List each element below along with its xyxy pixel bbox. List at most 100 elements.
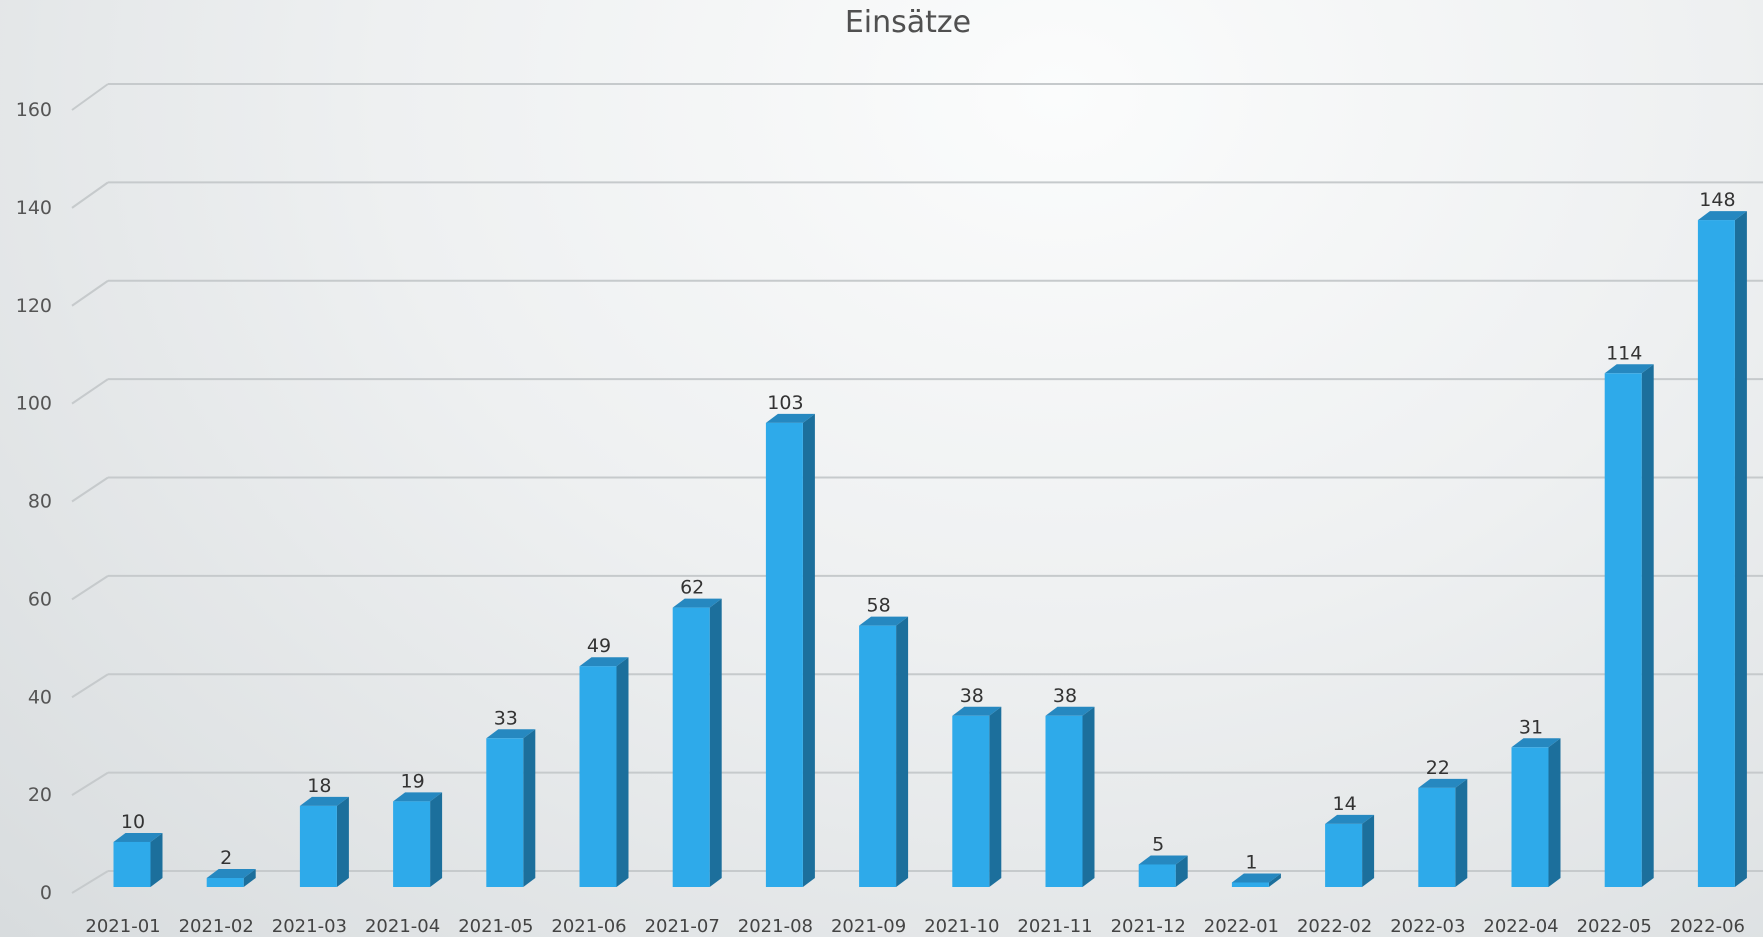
bar-side: [336, 796, 349, 887]
gridline-depth: [71, 279, 109, 307]
bar-front: [952, 715, 990, 887]
bar: [486, 729, 536, 887]
x-tick-label: 2021-05: [458, 916, 533, 937]
bar-front: [299, 805, 337, 887]
gridline-depth: [71, 575, 109, 601]
bar: [206, 868, 256, 887]
bar-side: [1082, 706, 1095, 887]
x-axis-categories: 2021-01 2021-02 2021-03 2021-04 2021-05 2021-…: [85, 916, 1745, 937]
bar-top: [859, 616, 909, 626]
x-tick-label: 2021-04: [365, 916, 440, 937]
y-tick-label: 60: [28, 588, 52, 610]
bar-front: [765, 422, 803, 887]
x-tick-label: 2022-01: [1204, 916, 1279, 937]
bar: [672, 598, 722, 887]
bar-front: [859, 625, 897, 887]
x-tick-label: 2022-06: [1670, 916, 1745, 937]
y-tick-label: 160: [16, 99, 52, 121]
gridline-depth: [71, 83, 109, 111]
bar-front: [113, 841, 151, 887]
x-tick-label: 2021-09: [831, 916, 906, 937]
bar-side: [989, 706, 1002, 887]
bar: [1511, 738, 1561, 887]
x-tick-label: 2022-05: [1577, 916, 1652, 937]
bar-top: [1138, 855, 1188, 865]
bar: [1325, 814, 1375, 887]
bar-top: [299, 796, 349, 806]
data-label: 38: [960, 685, 984, 707]
y-tick-label: 140: [16, 197, 52, 219]
bar-side: [1641, 364, 1654, 888]
x-tick-label: 2021-08: [738, 916, 813, 937]
bar: [1418, 778, 1468, 887]
x-tick-label: 2021-06: [551, 916, 626, 937]
bar-side: [1734, 211, 1747, 887]
data-label: 49: [587, 635, 611, 657]
bar-top: [486, 729, 536, 739]
data-label: 19: [401, 770, 425, 792]
bar-front: [1604, 373, 1642, 888]
bar-side: [150, 832, 163, 887]
bar-top: [206, 868, 256, 878]
bar-front: [393, 801, 431, 887]
data-label: 38: [1053, 685, 1077, 707]
bar-top: [113, 832, 163, 842]
bar-side: [1175, 855, 1188, 887]
bars: [113, 211, 1747, 888]
bar-top: [1604, 364, 1654, 374]
bar-side: [616, 657, 629, 887]
bar-side: [1548, 738, 1561, 887]
data-label: 22: [1426, 757, 1450, 779]
bar-front: [1045, 715, 1083, 887]
bar: [1045, 706, 1095, 887]
bar-side: [1362, 814, 1375, 887]
data-label: 18: [307, 775, 331, 797]
gridline-depth: [71, 181, 109, 209]
bar-front: [206, 877, 244, 887]
bar-top: [1511, 738, 1561, 748]
y-tick-label: 40: [28, 686, 52, 708]
bar-front: [1325, 823, 1363, 887]
bar-top: [1418, 778, 1468, 788]
bar: [1138, 855, 1188, 887]
gridline-depth: [71, 870, 109, 894]
bar-front: [672, 607, 710, 887]
bar-top: [579, 657, 629, 667]
data-label: 62: [680, 577, 704, 599]
gridline-depth: [71, 378, 109, 405]
y-tick-label: 20: [28, 784, 52, 806]
x-tick-label: 2021-10: [924, 916, 999, 937]
bar-top: [1231, 873, 1281, 883]
x-tick-label: 2021-12: [1111, 916, 1186, 937]
gridline-depth: [71, 771, 109, 796]
bar-top: [1697, 211, 1747, 221]
y-tick-label: 100: [16, 393, 52, 415]
data-label: 114: [1606, 342, 1642, 364]
bar-top: [393, 792, 443, 802]
bar: [113, 832, 163, 887]
bar: [952, 706, 1002, 887]
bar-side: [243, 868, 256, 887]
data-label: 1: [1245, 851, 1257, 873]
bar-front: [1418, 787, 1456, 887]
y-tick-label: 80: [28, 491, 52, 513]
y-axis-ticks: 0 20 40 60 80 100 120 140 160: [16, 99, 52, 904]
data-label: 31: [1519, 716, 1543, 738]
bar-side: [896, 616, 909, 887]
bar-front: [1138, 864, 1176, 887]
bar: [1697, 211, 1747, 887]
data-label: 58: [867, 595, 891, 617]
x-tick-label: 2022-04: [1483, 916, 1558, 937]
bar-side: [802, 413, 815, 887]
x-tick-label: 2021-02: [179, 916, 254, 937]
x-tick-label: 2022-03: [1390, 916, 1465, 937]
bar: [393, 792, 443, 887]
bar-side: [523, 729, 536, 887]
data-label: 103: [767, 392, 803, 414]
x-tick-label: 2021-07: [645, 916, 720, 937]
bar: [579, 657, 629, 887]
bar: [1231, 873, 1281, 887]
bar-front: [1231, 882, 1269, 887]
bar-side: [709, 598, 722, 887]
